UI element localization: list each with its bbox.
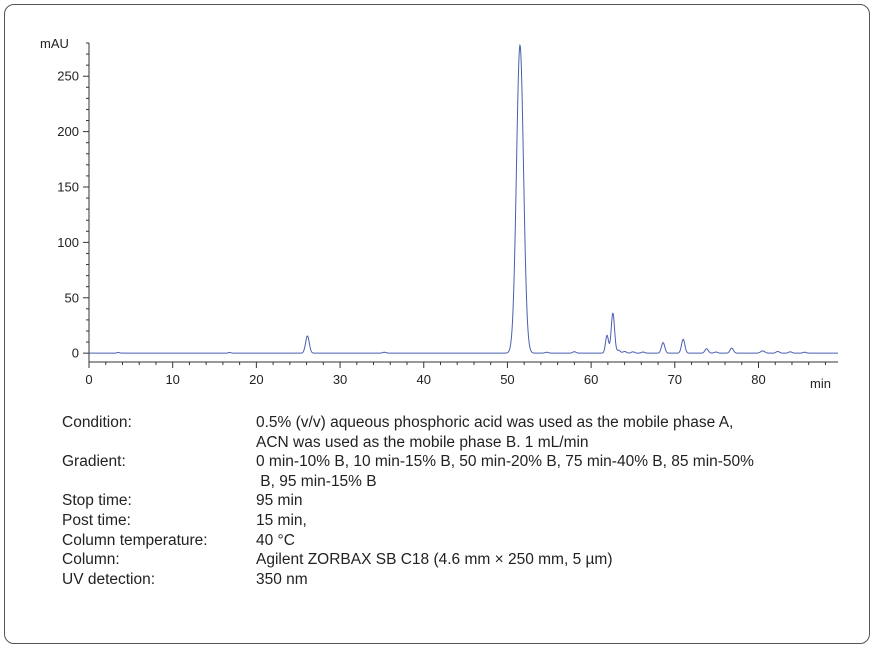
condition-value-line: 15 min, (256, 511, 307, 529)
y-tick-label: 150 (57, 179, 79, 194)
condition-value: 0 min-10% B, 10 min-15% B, 50 min-20% B,… (256, 452, 862, 491)
condition-value-line: 0 min-10% B, 10 min-15% B, 50 min-20% B,… (256, 453, 754, 471)
chromatogram-trace (89, 44, 838, 354)
x-tick-label: 70 (668, 372, 682, 387)
condition-value: 40 °C (256, 531, 862, 551)
condition-label: UV detection: (62, 570, 156, 588)
x-tick-label: 40 (417, 372, 431, 387)
condition-value: 350 nm (256, 570, 862, 590)
y-tick-label: 200 (57, 124, 79, 139)
condition-row: Stop time: 95 min (62, 491, 862, 511)
x-tick-label: 60 (584, 372, 598, 387)
condition-value-line: 40 °C (256, 531, 295, 549)
condition-label: Condition: (62, 414, 132, 431)
condition-row: UV detection: 350 nm (62, 570, 862, 590)
condition-row: Column temperature: 40 °C (62, 531, 862, 551)
condition-value-line: B, 95 min-15% B (256, 472, 377, 490)
x-tick-label: 10 (165, 372, 179, 387)
condition-label: Column temperature: (62, 531, 208, 549)
y-tick-label: 100 (57, 235, 79, 250)
y-axis-label: mAU (40, 36, 69, 51)
method-conditions: Condition: 0.5% (v/v) aqueous phosphoric … (62, 413, 862, 589)
condition-value: Agilent ZORBAX SB C18 (4.6 mm × 250 mm, … (256, 550, 862, 570)
condition-label: Stop time: (62, 492, 132, 510)
chromatogram-chart: 0 10 20 30 40 50 60 70 80 0 50 100 150 200 250 mAU min (40, 36, 838, 391)
condition-value-line: ACN was used as the mobile phase B. 1 mL… (256, 433, 589, 451)
condition-value: 0.5% (v/v) aqueous phosphoric acid was u… (256, 413, 862, 452)
condition-label: Column: (62, 551, 120, 569)
condition-value-line: 95 min (256, 492, 303, 510)
x-axis-label: min (810, 376, 831, 391)
condition-value-line: 350 nm (256, 570, 308, 588)
condition-value: 15 min, (256, 511, 862, 531)
condition-row: Post time: 15 min, (62, 511, 862, 531)
condition-value-line: Agilent ZORBAX SB C18 (4.6 mm × 250 mm, … (256, 551, 613, 569)
chart-tick-labels: 0 10 20 30 40 50 60 70 80 0 50 100 150 200 250 (57, 69, 765, 387)
condition-row: Column: Agilent ZORBAX SB C18 (4.6 mm × 2… (62, 550, 862, 570)
condition-label: Gradient: (62, 453, 126, 471)
condition-row: Condition: 0.5% (v/v) aqueous phosphoric … (62, 413, 862, 452)
condition-label: Post time: (62, 511, 131, 529)
x-tick-label: 30 (333, 372, 347, 387)
y-tick-label: 50 (65, 290, 79, 305)
y-tick-label: 0 (72, 346, 79, 361)
x-tick-label: 0 (85, 372, 92, 387)
figure-frame (4, 4, 870, 644)
chart-ticks (83, 42, 826, 368)
condition-value-line: 0.5% (v/v) aqueous phosphoric acid was u… (256, 414, 734, 431)
x-tick-label: 50 (500, 372, 514, 387)
condition-value: 95 min (256, 491, 862, 511)
condition-row: Gradient: 0 min-10% B, 10 min-15% B, 50 m… (62, 452, 862, 491)
chart-axes (88, 43, 838, 363)
x-tick-label: 20 (249, 372, 263, 387)
y-tick-label: 250 (57, 69, 79, 84)
x-tick-label: 80 (751, 372, 765, 387)
